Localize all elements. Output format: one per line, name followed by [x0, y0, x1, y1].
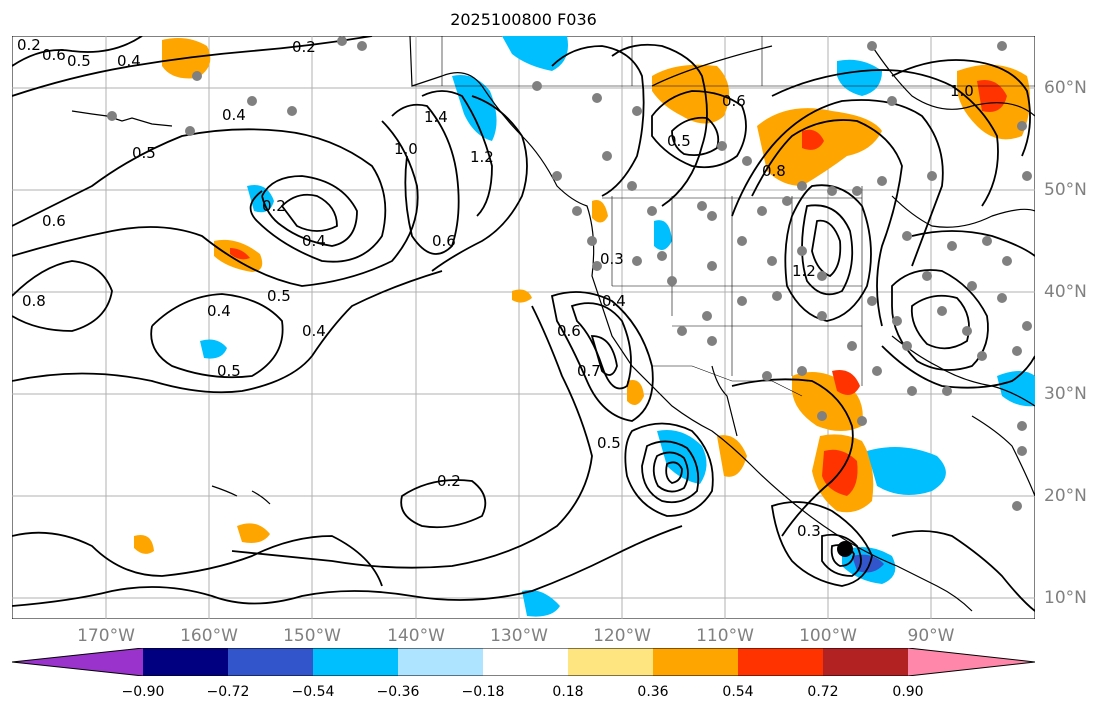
contour-label: 0.5	[67, 52, 91, 70]
colorbar-segment	[653, 648, 738, 676]
shade-patch	[652, 64, 730, 124]
colorbar-segment	[483, 648, 568, 676]
contour-label: 0.2	[17, 36, 41, 54]
shade-patch	[717, 435, 747, 477]
contour-label: 0.5	[217, 362, 241, 380]
colorbar-label: −0.54	[291, 684, 335, 700]
lat-label: 50°N	[1044, 180, 1087, 200]
coastlines	[71, 36, 1035, 612]
contour-label: 0.4	[602, 292, 626, 310]
colorbar-label: −0.72	[206, 684, 250, 700]
contour-label: 1.0	[394, 140, 418, 158]
colorbar-segment	[738, 648, 823, 676]
lat-label: 10°N	[1044, 588, 1087, 608]
shade-patch	[832, 370, 860, 395]
map-title: 2025100800 F036	[450, 10, 597, 29]
lat-label: 40°N	[1044, 282, 1087, 302]
contour-label: 0.4	[302, 232, 326, 250]
station-dots	[107, 36, 1032, 511]
contour-label: 1.2	[470, 148, 494, 166]
lon-label: 160°W	[180, 626, 238, 646]
lon-label: 120°W	[593, 626, 651, 646]
lat-label: 20°N	[1044, 486, 1087, 506]
lat-label: 60°N	[1044, 78, 1087, 98]
contour-label: 0.5	[597, 434, 621, 452]
shaded-anomalies	[134, 36, 1035, 617]
shade-patch	[237, 523, 270, 543]
colorbar-segment	[143, 648, 228, 676]
colorbar	[12, 648, 1035, 676]
contour-label: 0.5	[132, 144, 156, 162]
lat-label: 30°N	[1044, 384, 1087, 404]
contour-label: 0.6	[42, 46, 66, 64]
colorbar-label: 0.72	[807, 684, 839, 700]
storm-center-marker	[837, 541, 853, 557]
shade-patch	[802, 129, 824, 150]
shade-patch	[997, 371, 1035, 407]
contour-label: 0.8	[762, 162, 786, 180]
shade-patch	[512, 289, 532, 303]
contour-label: 0.2	[262, 197, 286, 215]
lon-label: 100°W	[799, 626, 857, 646]
lon-label: 130°W	[490, 626, 548, 646]
contour-label: 0.4	[302, 322, 326, 340]
colorbar-segment	[908, 648, 1035, 676]
colorbar-segment	[12, 648, 143, 676]
shade-patch	[757, 108, 882, 186]
contour-label: 0.6	[722, 92, 746, 110]
contour-label: 0.5	[267, 287, 291, 305]
shade-patch	[247, 185, 274, 213]
shade-patch	[230, 248, 250, 260]
colorbar-segment	[313, 648, 398, 676]
colorbar-label: −0.36	[376, 684, 420, 700]
shade-patch	[134, 535, 154, 554]
contour-label: 1.4	[424, 108, 448, 126]
colorbar-segment	[568, 648, 653, 676]
colorbar-label: 0.18	[552, 684, 584, 700]
contour-label: 0.6	[432, 232, 456, 250]
shade-patch	[200, 339, 227, 359]
contour-label: 0.7	[577, 362, 601, 380]
lon-label: 150°W	[283, 626, 341, 646]
contour-label: 0.2	[437, 472, 461, 490]
colorbar-label: 0.54	[722, 684, 754, 700]
shade-patch	[654, 220, 672, 250]
borders	[412, 36, 1035, 397]
forecast-map: 0.2 0.6 0.5 0.4 0.2 0.4 0.5 0.6 1.0 1.4 …	[12, 36, 1035, 619]
contour-labels: 0.2 0.6 0.5 0.4 0.2 0.4 0.5 0.6 1.0 1.4 …	[17, 36, 974, 540]
shade-patch	[837, 59, 882, 96]
contour-label: 0.4	[207, 302, 231, 320]
colorbar-segment	[398, 648, 483, 676]
shade-patch	[867, 447, 946, 495]
colorbar-label: −0.90	[121, 684, 165, 700]
contour-label: 1.0	[950, 82, 974, 100]
contour-label: 0.6	[42, 212, 66, 230]
lon-label: 170°W	[77, 626, 135, 646]
lon-label: 140°W	[387, 626, 445, 646]
lon-label: 90°W	[907, 626, 955, 646]
colorbar-label: 0.36	[637, 684, 669, 700]
lon-label: 110°W	[696, 626, 754, 646]
contour-label: 0.2	[292, 38, 316, 56]
shade-patch	[592, 200, 608, 223]
contour-label: 1.2	[792, 262, 816, 280]
contour-label: 0.3	[797, 522, 821, 540]
contour-label: 0.5	[667, 132, 691, 150]
shade-patch	[502, 36, 568, 71]
colorbar-segment	[228, 648, 313, 676]
contour-label: 0.4	[117, 52, 141, 70]
contour-lines	[12, 36, 1035, 612]
contour-label: 0.4	[222, 106, 246, 124]
contour-label: 0.3	[600, 250, 624, 268]
shade-patch	[522, 590, 560, 617]
contour-label: 0.8	[22, 292, 46, 310]
colorbar-label: 0.90	[892, 684, 924, 700]
contour-label: 0.6	[557, 322, 581, 340]
colorbar-segment	[823, 648, 908, 676]
colorbar-label: −0.18	[461, 684, 505, 700]
shade-patch	[627, 380, 644, 405]
